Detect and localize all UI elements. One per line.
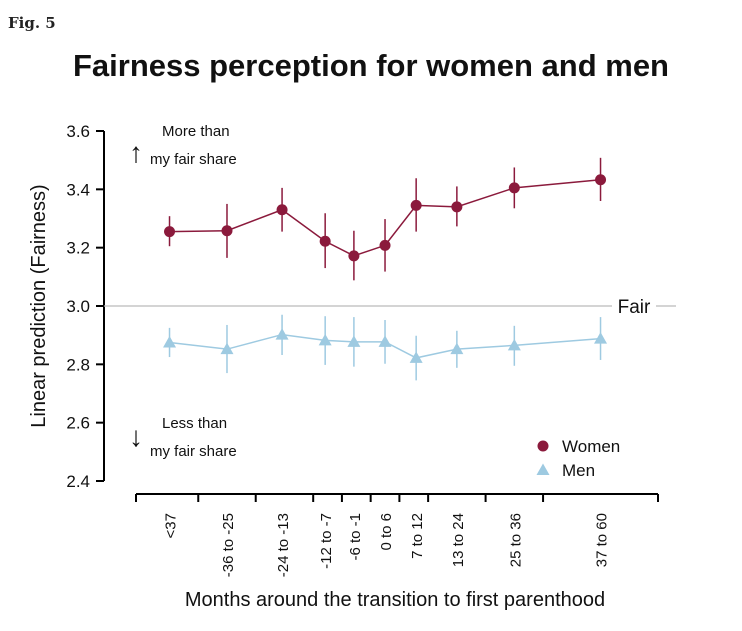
series-women-point: [164, 226, 176, 238]
series-men-point: [275, 328, 289, 340]
series-women-line: [169, 178, 601, 257]
series-men: [163, 314, 608, 381]
series-men-point: [507, 338, 521, 351]
upper-annotation-line2: my fair share: [150, 151, 237, 168]
y-axis-label: Linear prediction (Fairness): [28, 184, 50, 427]
series-men-point: [378, 335, 392, 347]
y-tick-label: 3.2: [66, 239, 90, 258]
legend-women-label: Women: [562, 437, 620, 456]
series-women-point: [508, 182, 520, 194]
y-tick-label: 2.8: [66, 355, 90, 374]
series-women-point: [276, 204, 288, 216]
series-men-point: [163, 335, 177, 348]
series-men-point: [450, 342, 464, 355]
x-tick-label: -24 to -13: [275, 513, 292, 577]
series-women: [164, 157, 607, 281]
x-tick-label: 0 to 6: [378, 513, 395, 551]
series-men-point: [318, 333, 332, 346]
chart-panel: [24, 40, 714, 620]
chart-title: Fairness perception for women and men: [72, 48, 669, 83]
series-women-point: [595, 174, 607, 186]
lower-annotation-line2: my fair share: [150, 443, 237, 460]
lower-annotation-line1: Less than: [162, 415, 227, 432]
figure-label: Fig. 5: [8, 14, 56, 32]
x-tick-label: -36 to -25: [220, 513, 237, 577]
series-women-point: [451, 201, 463, 213]
series-men-line: [169, 333, 601, 359]
y-tick-label: 2.4: [66, 472, 90, 491]
x-tick-label: 13 to 24: [450, 513, 467, 567]
x-tick-label: <37: [163, 513, 180, 538]
legend-women-marker: [537, 440, 549, 452]
reference-label-bg: [612, 295, 656, 317]
x-axis-label: Months around the transition to first pa…: [185, 589, 605, 611]
legend: Women Men: [536, 437, 620, 480]
y-tick-label: 3.4: [66, 180, 90, 199]
down-arrow-icon: ↓: [129, 421, 143, 452]
legend-men-marker: [536, 463, 550, 475]
series-men-point: [220, 342, 234, 355]
series-men-point: [347, 335, 361, 347]
series-men-point: [409, 351, 423, 363]
reference-label: Fair: [618, 297, 651, 318]
y-tick-label: 3.6: [66, 122, 90, 141]
x-tick-label: 25 to 36: [507, 513, 524, 567]
series-women-point: [379, 239, 391, 251]
y-tick-label: 2.6: [66, 414, 90, 433]
x-tick-label: 37 to 60: [594, 513, 611, 567]
series-women-point: [221, 225, 233, 237]
series-women-point: [410, 199, 422, 211]
series-men-point: [594, 332, 608, 344]
x-tick-label: 7 to 12: [409, 513, 426, 559]
x-tick-label: -6 to -1: [347, 513, 364, 561]
x-tick-label: -12 to -7: [318, 513, 335, 569]
upper-annotation-line1: More than: [162, 123, 230, 140]
legend-men-label: Men: [562, 461, 595, 480]
up-arrow-icon: ↑: [129, 137, 143, 168]
y-tick-label: 3.0: [66, 297, 90, 316]
series-women-point: [348, 250, 360, 262]
series-women-point: [319, 235, 331, 247]
